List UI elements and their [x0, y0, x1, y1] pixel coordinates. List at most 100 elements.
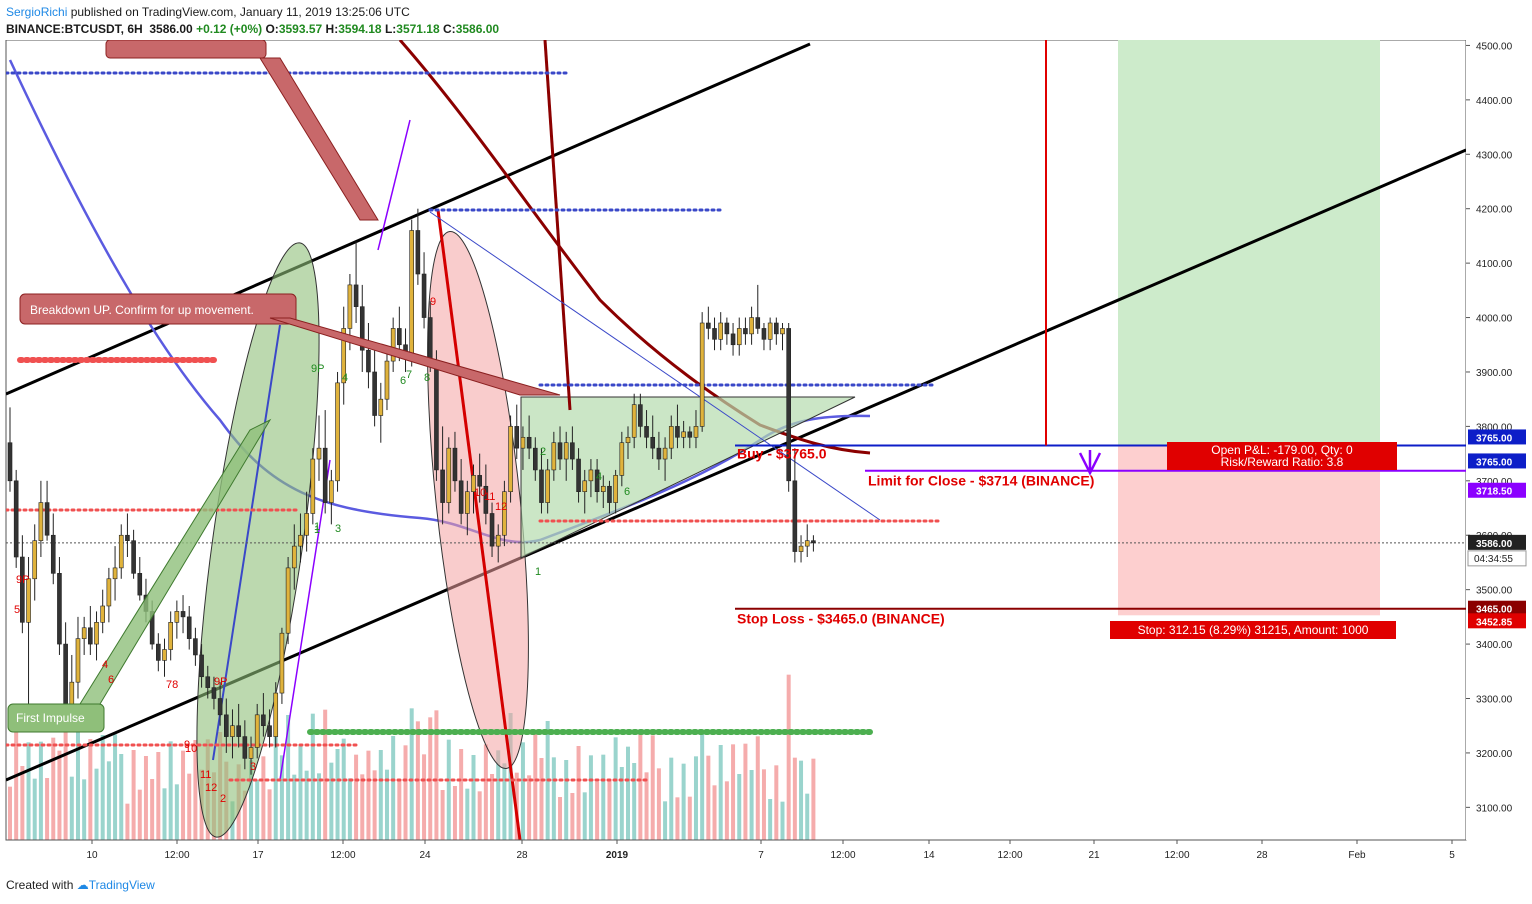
volume-bar — [193, 740, 198, 840]
volume-bar — [181, 750, 186, 840]
volume-bar — [693, 756, 698, 840]
time-tick-label: 28 — [1256, 850, 1268, 861]
candle-body — [545, 469, 550, 503]
volume-bar — [88, 739, 93, 840]
volume-bar — [174, 784, 179, 840]
candle-body — [687, 431, 693, 438]
volume-bar — [113, 734, 118, 840]
candle-body — [650, 436, 656, 449]
candle-body — [570, 442, 575, 460]
volume-bar — [298, 744, 303, 840]
price-tag-label: 3465.00 — [1476, 605, 1513, 616]
volume-bar — [14, 726, 19, 840]
volume-bar — [63, 720, 68, 840]
price-axis[interactable]: 4500.00 4400.00 4300.00 4200.00 4100.00 4000.… — [1466, 40, 1532, 840]
volume-bar — [329, 762, 334, 840]
candle-body — [532, 447, 538, 471]
volume-bar — [786, 674, 791, 840]
tradingview-logo-icon[interactable]: ☁ — [76, 878, 89, 892]
volume-bar — [38, 741, 43, 840]
candle-body — [526, 436, 532, 449]
callout-pointer — [259, 57, 379, 221]
candle-body — [310, 458, 316, 514]
candle-body — [100, 605, 105, 623]
volume-bar — [768, 799, 773, 840]
candle-body — [668, 426, 674, 449]
price-tag-label: 3765.00 — [1476, 433, 1513, 444]
limit-label: Limit for Close - $3714 (BINANCE) — [868, 473, 1094, 489]
volume-bar — [360, 774, 365, 840]
time-tick-label: 12:00 — [330, 850, 355, 861]
candle-body — [675, 426, 680, 438]
volume-bar — [477, 791, 482, 840]
price-change: +0.12 (+0%) — [196, 22, 263, 36]
volume-bar — [304, 770, 309, 840]
volume-bar — [341, 738, 346, 840]
candle-body — [427, 317, 433, 362]
volume-bar — [261, 756, 266, 840]
candle-body — [662, 447, 668, 460]
candle-body — [495, 534, 501, 547]
candle-body — [94, 622, 99, 645]
td-count-label: 4 — [596, 471, 602, 483]
volume-bar — [125, 803, 130, 840]
td-count-label: 6 — [400, 375, 406, 387]
volume-bar — [799, 760, 804, 840]
volume-bar — [378, 750, 383, 840]
candle-body — [743, 328, 748, 335]
volume-bar — [626, 746, 630, 840]
candle-body — [26, 578, 31, 623]
volume-bar — [82, 779, 87, 840]
td-count-label: 12 — [495, 501, 507, 513]
td-count-label: 1 — [314, 521, 320, 533]
callout-box — [7, 703, 105, 733]
volume-bar — [273, 732, 278, 840]
time-tick-label: 5 — [1449, 850, 1455, 861]
volume-bar — [619, 767, 624, 840]
td-count-label: 4 — [342, 372, 348, 384]
volume-bar — [681, 763, 686, 840]
volume-bar — [613, 737, 618, 840]
volume-bar — [607, 781, 612, 840]
price-tag-box — [1468, 453, 1526, 469]
candle-body — [273, 692, 279, 737]
high-label: H: — [325, 22, 339, 36]
time-tick-label: 28 — [516, 850, 528, 861]
volume-bar — [520, 742, 525, 840]
price-tag-box — [1468, 429, 1526, 445]
candle-body — [125, 534, 130, 541]
candle-body — [224, 714, 229, 737]
time-tick-label: 14 — [923, 850, 935, 861]
td-count-label: 12 — [205, 782, 217, 794]
volume-bar — [32, 778, 37, 840]
time-tick-label: 7 — [758, 850, 764, 861]
time-axis[interactable]: 10 12:00 17 12:00 24 28 2019 7 12:00 14 12:00 21 12:… — [6, 839, 1466, 861]
price-tag-box — [1468, 613, 1526, 629]
price-tick-label: 3400.00 — [1476, 640, 1513, 651]
candle-body — [248, 747, 254, 759]
candle-body — [298, 534, 303, 547]
limit-arrow-icon — [1078, 450, 1102, 476]
candle-body — [421, 273, 427, 318]
candle-body — [75, 638, 81, 683]
volume-bar — [119, 754, 124, 840]
tradingview-brand-link[interactable]: TradingView — [88, 878, 155, 892]
candle-body — [63, 643, 68, 705]
volume-bar — [712, 785, 717, 840]
first-impulse-callout: First Impulse — [7, 418, 272, 733]
author-link[interactable]: SergioRichi — [6, 5, 68, 19]
volume-layer — [8, 674, 816, 840]
volume-bar — [471, 755, 476, 840]
volume-bar — [774, 765, 779, 840]
volume-bar — [446, 739, 451, 840]
candle-body — [186, 616, 192, 639]
price-chart[interactable]: Breakdown UP. Confirm for up movement. Fi… — [0, 40, 1532, 870]
low-value: 3571.18 — [396, 22, 440, 36]
candle-body — [477, 475, 482, 487]
candle-body — [582, 480, 588, 493]
candle-body — [322, 447, 328, 503]
td-count-label: 10 — [474, 487, 486, 499]
price-tag-label: 3586.00 — [1476, 539, 1513, 550]
volume-bar — [749, 770, 754, 840]
volume-bar — [292, 774, 297, 840]
